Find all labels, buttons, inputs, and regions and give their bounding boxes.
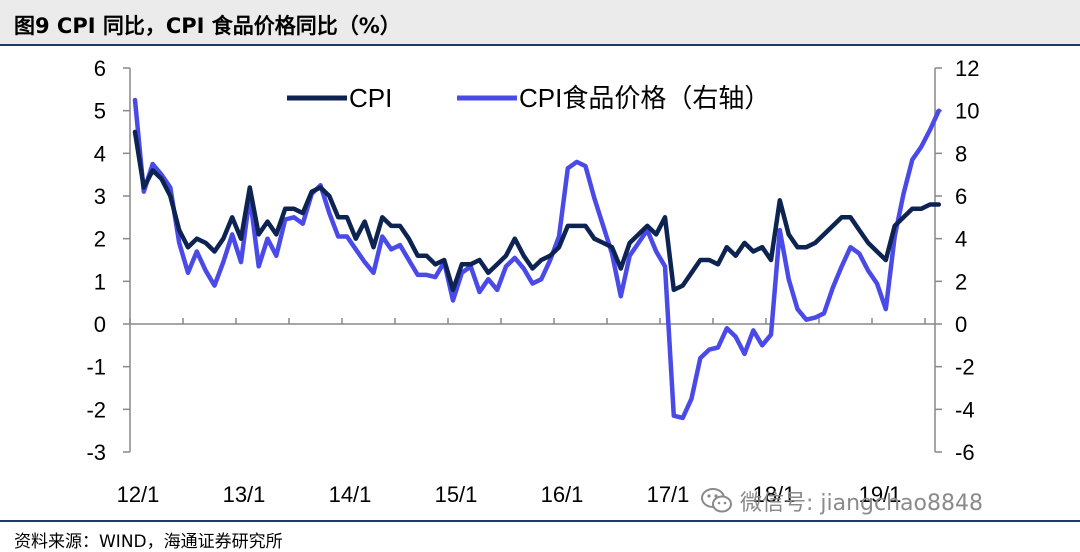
right-axis-tick-label: 4 xyxy=(955,227,967,252)
x-axis-tick-label: 17/1 xyxy=(647,482,690,507)
right-axis-tick-label: -6 xyxy=(955,440,975,465)
figure-title: 图9 CPI 同比，CPI 食品价格同比（%） xyxy=(14,14,401,38)
right-axis-tick-label: 10 xyxy=(955,99,979,124)
right-axis-tick-label: 8 xyxy=(955,141,967,166)
right-axis-tick-label: 6 xyxy=(955,184,967,209)
wechat-icon xyxy=(701,488,732,513)
legend-label: CPI食品价格（右轴） xyxy=(519,83,770,113)
cpi-line xyxy=(132,129,942,293)
legend-label: CPI xyxy=(349,83,392,113)
x-axis-tick-label: 13/1 xyxy=(223,482,266,507)
right-axis-tick-label: 0 xyxy=(955,312,967,337)
right-axis-tick-label: -4 xyxy=(955,397,975,422)
source-note: 资料来源：WIND，海通证券研究所 xyxy=(14,532,283,552)
watermark: 微信号: jiangchao8848 xyxy=(700,484,983,518)
left-axis-tick-label: 6 xyxy=(94,56,106,81)
left-axis-tick-label: 1 xyxy=(94,269,106,294)
x-axis-tick-label: 19/1 xyxy=(859,482,902,507)
chart-legend: CPI CPI食品价格（右轴） xyxy=(287,83,770,113)
left-axis-tick-label: -1 xyxy=(86,355,106,380)
right-axis-tick-label: 2 xyxy=(955,269,967,294)
left-axis-tick-label: -2 xyxy=(86,397,106,422)
chart-lines xyxy=(132,97,942,421)
figure-header: 图9 CPI 同比，CPI 食品价格同比（%） xyxy=(0,0,1080,46)
watermark-text: 微信号: jiangchao8848 xyxy=(740,491,983,516)
food-price-line xyxy=(132,97,942,421)
x-axis-tick-label: 12/1 xyxy=(117,482,160,507)
left-axis-tick-label: 2 xyxy=(94,227,106,252)
right-axis-tick-label: 12 xyxy=(955,56,979,81)
right-axis-tick-label: -2 xyxy=(955,355,975,380)
left-axis-tick-label: 5 xyxy=(94,99,106,124)
left-axis-tick-label: 0 xyxy=(94,312,106,337)
x-axis-tick-label: 15/1 xyxy=(435,482,478,507)
x-axis-tick-label: 18/1 xyxy=(753,482,796,507)
left-axis-tick-label: -3 xyxy=(86,440,106,465)
x-axis-tick-label: 14/1 xyxy=(329,482,372,507)
left-axis-tick-label: 4 xyxy=(94,141,106,166)
left-axis-tick-label: 3 xyxy=(94,184,106,209)
figure-footer: 资料来源：WIND，海通证券研究所 xyxy=(0,520,1080,552)
x-axis-tick-label: 16/1 xyxy=(541,482,584,507)
